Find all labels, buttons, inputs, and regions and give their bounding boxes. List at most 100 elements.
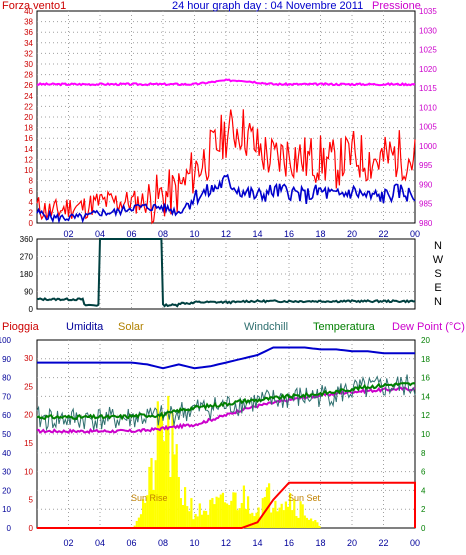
x-tick-label: 22 [378, 538, 388, 548]
x-tick-label: 20 [347, 229, 357, 239]
wind-tick-label: 36 [24, 28, 33, 37]
solar-bar [242, 485, 245, 528]
pressure-tick-label: 1010 [419, 103, 437, 112]
solar-bar [150, 458, 153, 528]
bottom-x-axis: 02 04 06 08 10 12 14 16 18 20 22 00 [63, 538, 420, 548]
wind-tick-label: 0 [29, 219, 34, 228]
wind-tick-label: 16 [24, 134, 33, 143]
solar-bar [293, 499, 296, 528]
humidity-tick-label: 80 [2, 374, 11, 383]
direction-tick-label: 90 [24, 288, 33, 297]
direction-tick-label: 360 [20, 235, 34, 244]
solar-bar [280, 503, 283, 528]
wind-tick-label: 4 [29, 198, 34, 207]
x-tick-label: 02 [63, 229, 73, 239]
pressure-tick-label: 1030 [419, 26, 437, 35]
compass-label: S [434, 268, 441, 280]
wind-tick-label: 40 [24, 7, 33, 16]
solar-bar [175, 444, 178, 528]
humidity-tick-label: 70 [2, 392, 11, 401]
x-tick-label: 22 [378, 229, 388, 239]
x-tick-label: 06 [126, 538, 136, 548]
legend-solar: Solar [118, 321, 144, 333]
temperature-line [36, 382, 416, 421]
solar-bar [181, 505, 185, 528]
solar-bar [156, 401, 159, 528]
solar-bar [148, 466, 151, 528]
rain-tick-label: 0 [29, 524, 34, 533]
solar-bar [188, 511, 191, 528]
x-tick-label: 08 [158, 229, 168, 239]
solar-bar [163, 441, 166, 528]
rain-tick-label: 25 [24, 382, 33, 391]
wind-tick-label: 32 [24, 49, 33, 58]
solar-bar [272, 507, 275, 528]
solar-bar [137, 517, 140, 528]
temperature-tick-label: 2 [421, 505, 426, 514]
legend-humidity: Umidita [66, 321, 104, 333]
solar-bar [240, 503, 243, 528]
x-tick-label: 08 [158, 538, 168, 548]
x-tick-label: 20 [347, 538, 357, 548]
solar-bar [297, 517, 300, 528]
pressure-tick-label: 1000 [419, 142, 437, 151]
wind-title: Forza vento1 [2, 0, 67, 12]
solar-bar [215, 496, 218, 528]
windchill-line [36, 374, 416, 432]
wind-tick-label: 24 [24, 92, 33, 101]
solar-bar [236, 510, 239, 528]
humidity-tick-label: 30 [2, 468, 11, 477]
pressure-tick-label: 1020 [419, 65, 437, 74]
solar-bar [152, 490, 155, 528]
compass-label: N [434, 240, 442, 252]
solar-bar [284, 501, 287, 528]
solar-bar [190, 498, 193, 528]
humidity-line [37, 346, 415, 370]
solar-bar [160, 411, 164, 528]
temperature-tick-label: 8 [421, 449, 426, 458]
pressure-tick-label: 1005 [419, 123, 437, 132]
solar-bar [253, 516, 256, 528]
rain-tick-label: 5 [29, 496, 34, 505]
x-tick-label: 12 [221, 229, 231, 239]
compass-label: E [434, 282, 441, 294]
solar-bar [257, 507, 260, 528]
solar-bar [198, 503, 201, 528]
temperature-tick-label: 18 [421, 355, 430, 364]
graph-title: 24 hour graph day : 04 Novembre 2011 [172, 0, 364, 12]
solar-bar [167, 395, 170, 528]
humidity-tick-label: 0 [7, 524, 12, 533]
solar-bar [158, 416, 161, 528]
wind-tick-label: 2 [29, 208, 34, 217]
solar-bar [194, 514, 197, 528]
solar-bar [255, 512, 258, 528]
solar-bar [209, 499, 212, 528]
solar-bar [165, 425, 168, 528]
direction-tick-label: 270 [20, 253, 34, 262]
x-tick-label: 00 [410, 229, 420, 239]
solar-bar [200, 514, 203, 528]
solar-bar [202, 510, 206, 528]
rain-tick-label: 15 [24, 439, 33, 448]
rain-tick-label: 20 [24, 411, 33, 420]
wind-tick-label: 6 [29, 187, 34, 196]
solar-bar [221, 492, 224, 528]
wind-direction-line [36, 238, 416, 308]
pressure-tick-label: 980 [419, 219, 433, 228]
temperature-tick-label: 20 [421, 336, 430, 345]
solar-bar [286, 506, 290, 528]
sun-set-label: Sun Set [288, 493, 321, 503]
solar-bar [135, 521, 138, 528]
humidity-tick-label: 10 [2, 505, 11, 514]
solar-bar [270, 512, 273, 528]
humidity-tick-label: 60 [2, 411, 11, 420]
solar-bar [278, 507, 281, 528]
x-tick-label: 14 [252, 229, 262, 239]
solar-bar [219, 494, 222, 528]
legend-windchill: Windchill [244, 321, 289, 333]
solar-bar [205, 511, 208, 528]
rain-tick-label: 30 [24, 354, 33, 363]
solar-bar [312, 521, 315, 528]
